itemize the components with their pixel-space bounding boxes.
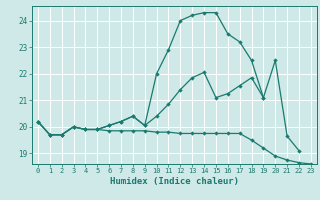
X-axis label: Humidex (Indice chaleur): Humidex (Indice chaleur)	[110, 177, 239, 186]
